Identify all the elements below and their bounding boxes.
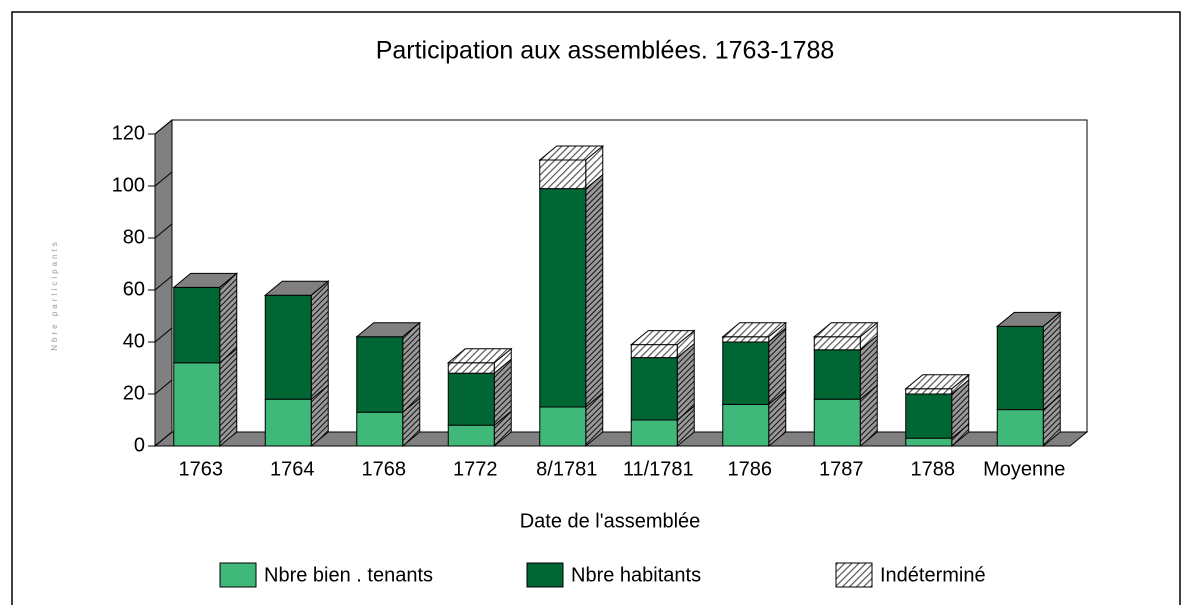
bar [356, 336, 404, 413]
chart-title: Participation aux assemblées. 1763-1788 [376, 37, 835, 65]
wall-tick [154, 379, 173, 395]
bar-top [812, 322, 879, 338]
x-tick-label: 1772 [453, 458, 498, 480]
y-tick-label: 60 [123, 278, 145, 300]
bar-side [219, 347, 238, 448]
bar [905, 437, 953, 447]
y-tick-label: 120 [112, 122, 145, 144]
bar [630, 357, 678, 421]
x-tick-label: 1787 [819, 458, 864, 480]
bar-top [721, 322, 788, 338]
y-tick-label: 80 [123, 226, 145, 248]
y-axis-label: Nbre participants [50, 239, 59, 350]
x-tick-label: Moyenne [983, 458, 1065, 480]
bar [539, 406, 587, 447]
bar [264, 294, 312, 400]
legend-swatch [835, 562, 873, 588]
y-tick-label: 40 [123, 330, 145, 352]
bar [264, 398, 312, 447]
wall-tick [154, 275, 173, 291]
bar [905, 388, 953, 395]
bar [722, 341, 770, 405]
x-tick-label: 1763 [179, 458, 224, 480]
bar [996, 409, 1044, 447]
bar-side [402, 321, 421, 414]
bar [173, 286, 221, 364]
wall-tick [154, 119, 173, 135]
bar-side [310, 280, 329, 296]
bar [630, 344, 678, 359]
x-tick-label: 1768 [362, 458, 407, 480]
bar-top [446, 348, 513, 364]
x-tick-label: 11/1781 [623, 458, 694, 480]
bar [539, 188, 587, 408]
wall-tick [154, 327, 173, 343]
bar [722, 336, 770, 343]
bar [173, 362, 221, 447]
bar [996, 325, 1044, 411]
bar-side [219, 272, 238, 364]
bar-side [1042, 312, 1061, 327]
wall-tick [154, 171, 173, 187]
bar [722, 403, 770, 447]
bar-side [310, 280, 329, 401]
legend-label: Indéterminé [880, 564, 986, 586]
bar-top [904, 374, 971, 390]
frame [11, 11, 1181, 605]
bar [356, 411, 404, 447]
y-tick-label: 20 [123, 382, 145, 404]
bar [630, 419, 678, 447]
bar-side [402, 322, 421, 338]
y-tick-label: 100 [112, 174, 145, 196]
wall-tick [154, 223, 173, 239]
x-tick-label: 1786 [728, 458, 773, 480]
bar [539, 159, 587, 190]
legend-label: Nbre bien . tenants [264, 564, 433, 586]
legend-swatch [219, 562, 257, 588]
bar [447, 372, 495, 426]
x-tick-label: 1788 [911, 458, 956, 480]
bar [905, 393, 953, 439]
bar [447, 424, 495, 447]
legend-label: Nbre habitants [571, 564, 701, 586]
x-tick-label: 8/1781 [536, 458, 597, 480]
bar [813, 398, 861, 447]
wall-tick [154, 431, 173, 447]
bar-side [1042, 311, 1061, 411]
bar-top [538, 145, 605, 161]
bar-side [219, 273, 238, 288]
x-axis-label: Date de l'assemblée [520, 510, 701, 532]
bar [813, 336, 861, 351]
bar-top [629, 330, 696, 346]
bar [447, 362, 495, 374]
x-tick-label: 1764 [270, 458, 315, 480]
y-tick-label: 0 [134, 434, 145, 456]
bar-side [585, 173, 604, 409]
bar [813, 349, 861, 400]
legend-swatch [526, 562, 564, 588]
